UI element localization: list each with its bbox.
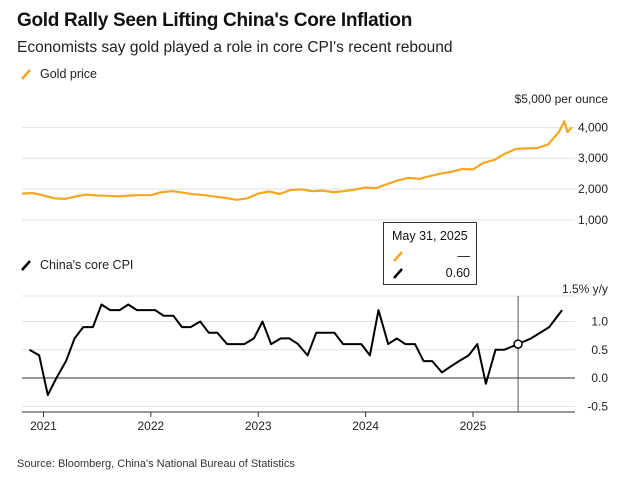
tooltip-cpi-swatch-icon bbox=[393, 268, 403, 279]
tooltip-gold-value: — bbox=[457, 249, 471, 263]
cpi-line bbox=[29, 303, 563, 396]
chart-subtitle: Economists say gold played a role in cor… bbox=[17, 39, 453, 56]
cpi-y-tick-label: 0.5 bbox=[591, 343, 608, 357]
legend-cpi: China's core CPI bbox=[20, 258, 133, 272]
x-tick-label: 2025 bbox=[460, 419, 487, 433]
gold-legend-swatch-icon bbox=[21, 69, 31, 80]
cpi-legend-swatch-icon bbox=[21, 260, 31, 271]
legend-cpi-label: China's core CPI bbox=[40, 258, 134, 272]
cpi-y-tick-label: 0.0 bbox=[591, 371, 608, 385]
cpi-y-axis-title: 1.5% y/y bbox=[562, 282, 608, 296]
tooltip-cpi-value: 0.60 bbox=[445, 266, 470, 280]
tooltip-gold-swatch-icon bbox=[393, 251, 403, 262]
tooltip-date: May 31, 2025 bbox=[392, 229, 468, 243]
gold-y-tick-label: 4,000 bbox=[578, 120, 608, 134]
gold-y-tick-label: 3,000 bbox=[578, 151, 608, 165]
gold-y-axis-title: $5,000 per ounce bbox=[515, 92, 609, 106]
tooltip-cpi-row: 0.60 bbox=[392, 266, 470, 280]
gold-grid: 1,000 2,000 3,000 4,000 bbox=[22, 120, 608, 227]
cpi-y-tick-label: 1.0 bbox=[591, 314, 608, 328]
x-tick-label: 2023 bbox=[245, 419, 272, 433]
gold-y-tick-label: 1,000 bbox=[578, 213, 608, 227]
legend-gold-label: Gold price bbox=[40, 67, 97, 81]
chart-title: Gold Rally Seen Lifting China's Core Inf… bbox=[17, 10, 413, 31]
x-tick-label: 2024 bbox=[352, 419, 379, 433]
x-tick-label: 2022 bbox=[138, 419, 165, 433]
chart-marks bbox=[21, 120, 573, 412]
legend-gold: Gold price bbox=[20, 67, 97, 81]
hover-tooltip: May 31, 2025 — 0.60 bbox=[383, 222, 477, 285]
gold-y-tick-label: 2,000 bbox=[578, 182, 608, 196]
gold-price-line bbox=[21, 120, 573, 201]
tooltip-gold-row: — bbox=[392, 249, 470, 263]
cpi-grid: -0.5 0.0 0.5 1.0 2021 2022 2023 2024 2025 bbox=[22, 295, 608, 433]
cpi-y-tick-label: -0.5 bbox=[587, 399, 608, 413]
source-note: Source: Bloomberg, China's National Bure… bbox=[17, 458, 295, 470]
x-tick-label: 2021 bbox=[30, 419, 57, 433]
cpi-highlight-point bbox=[513, 339, 523, 349]
